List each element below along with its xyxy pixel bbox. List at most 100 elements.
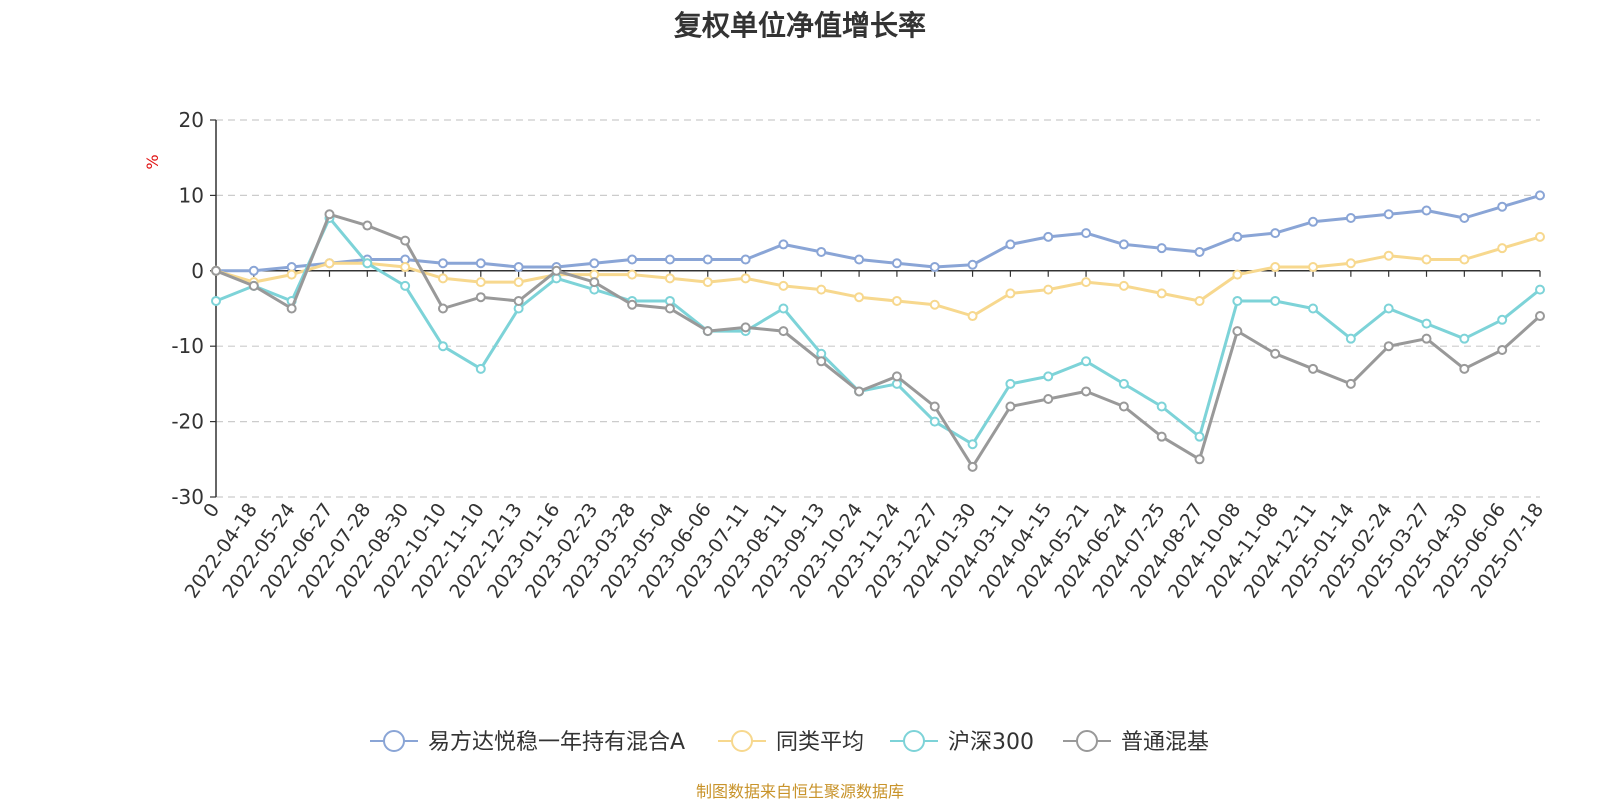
data-point [1459, 333, 1470, 344]
data-point [627, 269, 638, 280]
y-tick-label: -20 [171, 410, 204, 434]
legend-label: 沪深300 [948, 730, 1034, 755]
data-point [664, 254, 675, 265]
legend-item[interactable]: 易方达悦稳一年持有混合A [370, 730, 685, 755]
data-point [1308, 363, 1319, 374]
data-point [967, 439, 978, 450]
data-point [1118, 401, 1129, 412]
legend-label: 普通混基 [1121, 730, 1209, 755]
data-point [1043, 231, 1054, 242]
series-lines [211, 190, 1545, 472]
data-point [967, 311, 978, 322]
data-point [1194, 431, 1205, 442]
data-point [1194, 246, 1205, 257]
data-point [475, 277, 486, 288]
data-point [1118, 239, 1129, 250]
data-point [854, 254, 865, 265]
data-point [778, 303, 789, 314]
data-point [1421, 318, 1432, 329]
data-point [1497, 344, 1508, 355]
y-tick-label: 20 [179, 108, 204, 132]
data-point [286, 303, 297, 314]
data-point [1270, 228, 1281, 239]
data-point [1535, 311, 1545, 322]
data-point [1118, 378, 1129, 389]
legend-item[interactable]: 普通混基 [1063, 730, 1209, 755]
data-point [1421, 254, 1432, 265]
series-1 [211, 231, 1545, 322]
series-line [215, 212, 1542, 469]
data-point [1156, 401, 1167, 412]
series-line [215, 216, 1541, 446]
data-point [929, 299, 940, 310]
data-point [437, 258, 448, 269]
series-0 [211, 190, 1545, 276]
data-point [589, 277, 600, 288]
data-point [1194, 454, 1205, 465]
series-3 [211, 209, 1545, 472]
data-point [1308, 262, 1319, 273]
data-point [740, 273, 751, 284]
data-point [1345, 333, 1356, 344]
data-point [1308, 303, 1319, 314]
data-point [1383, 209, 1394, 220]
data-point [1497, 314, 1508, 325]
data-point [324, 258, 335, 269]
legend-label: 同类平均 [776, 730, 864, 755]
data-point [778, 326, 789, 337]
source-note: 制图数据来自恒生聚源数据库 [695, 782, 904, 801]
data-point [475, 292, 486, 303]
y-tick-label: -30 [171, 485, 204, 509]
data-point [1194, 295, 1205, 306]
data-point [627, 254, 638, 265]
data-point [589, 258, 600, 269]
data-point [854, 292, 865, 303]
data-point [437, 273, 448, 284]
data-point [1421, 205, 1432, 216]
data-point [1383, 250, 1394, 261]
data-point [1459, 254, 1470, 265]
x-tick-label: 0 [199, 499, 224, 522]
data-point [1535, 284, 1545, 295]
data-point [211, 265, 221, 276]
data-point [627, 299, 638, 310]
data-point [702, 277, 713, 288]
data-point [740, 254, 751, 265]
data-point [513, 277, 524, 288]
data-point [816, 356, 827, 367]
data-point [664, 303, 675, 314]
y-tick-label: 10 [179, 183, 204, 207]
data-point [1345, 258, 1356, 269]
data-point [1459, 213, 1470, 224]
data-point [1081, 228, 1092, 239]
data-point [248, 265, 259, 276]
data-point [1005, 378, 1016, 389]
data-point [248, 280, 259, 291]
data-point [1270, 348, 1281, 359]
data-point [1156, 288, 1167, 299]
series-2 [211, 213, 1545, 450]
data-point [816, 284, 827, 295]
data-point [1270, 262, 1281, 273]
chart-title: 复权单位净值增长率 [673, 9, 926, 42]
legend-marker [383, 730, 405, 752]
data-point [1005, 401, 1016, 412]
data-point [1421, 333, 1432, 344]
data-point [929, 262, 940, 273]
legend[interactable]: 易方达悦稳一年持有混合A 同类平均 沪深300 普通混基 [370, 730, 1209, 755]
data-point [437, 303, 448, 314]
data-point [286, 269, 297, 280]
data-point [1232, 326, 1243, 337]
y-tick-label: 0 [191, 259, 204, 283]
legend-item[interactable]: 沪深300 [890, 730, 1034, 755]
data-point [1156, 431, 1167, 442]
data-point [1383, 341, 1394, 352]
y-tick-label: -10 [171, 334, 204, 358]
data-point [324, 209, 335, 220]
data-point [1043, 393, 1054, 404]
data-point [1345, 213, 1356, 224]
data-point [475, 363, 486, 374]
legend-item[interactable]: 同类平均 [718, 730, 864, 755]
data-point [1005, 288, 1016, 299]
